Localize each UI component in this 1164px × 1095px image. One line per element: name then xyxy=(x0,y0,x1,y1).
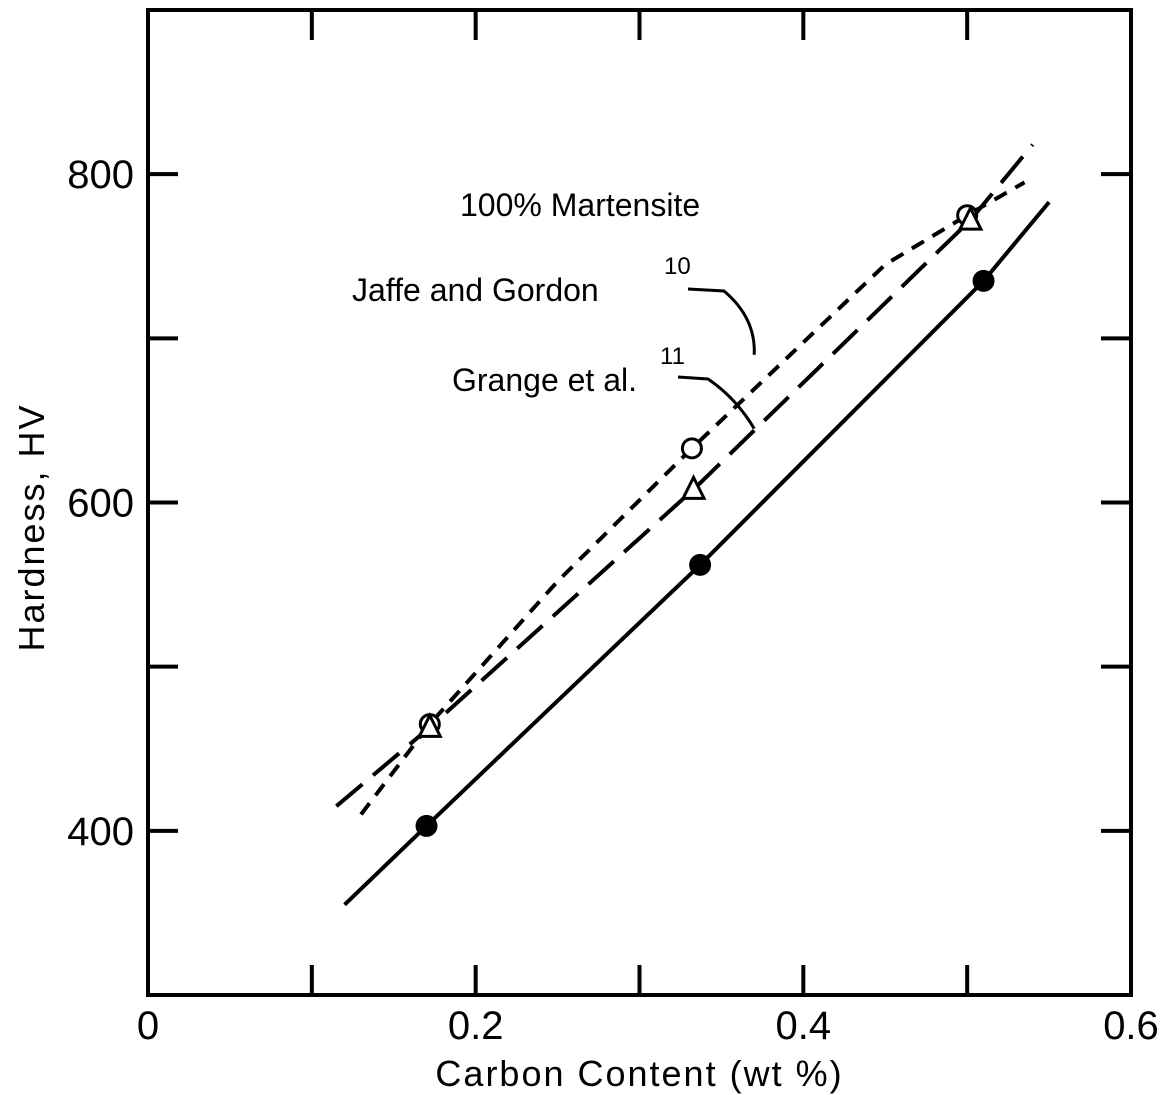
data-point-filled-circle xyxy=(415,814,438,837)
annotation-jaffe-gordon-ref: 10 xyxy=(664,253,691,280)
annotation-grange: Grange et al. xyxy=(452,362,637,398)
data-point-open-triangle xyxy=(680,474,707,500)
annotation-grange-ref: 11 xyxy=(660,343,685,370)
leader-line-grange xyxy=(677,375,756,430)
leader-line-jaffe-gordon xyxy=(687,287,756,355)
data-point-filled-circle xyxy=(972,269,995,292)
y-tick-label: 600 xyxy=(67,482,134,526)
annotation-martensite: 100% Martensite xyxy=(460,187,700,223)
data-point-open-circle xyxy=(680,437,703,460)
series-line-3 xyxy=(335,143,1035,808)
x-tick-label: 0 xyxy=(137,1004,159,1048)
x-axis-label: Carbon Content (wt %) xyxy=(435,1053,843,1094)
data-point-filled-circle xyxy=(689,553,712,576)
x-tick-label: 0.6 xyxy=(1103,1004,1159,1048)
data-point-open-triangle xyxy=(416,712,443,738)
y-tick-label: 400 xyxy=(67,810,134,854)
data-point-open-triangle xyxy=(957,204,984,231)
y-tick-label: 800 xyxy=(67,153,134,197)
x-tick-label: 0.4 xyxy=(776,1004,832,1048)
y-axis-label: Hardness, HV xyxy=(11,403,52,651)
annotation-jaffe-gordon: Jaffe and Gordon xyxy=(352,272,599,308)
x-tick-label: 0.2 xyxy=(448,1004,504,1048)
